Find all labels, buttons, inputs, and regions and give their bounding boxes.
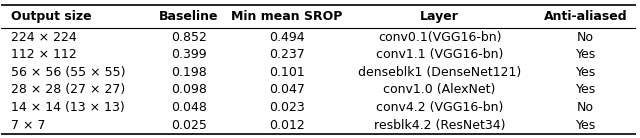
Text: Yes: Yes [575,83,596,96]
Text: Layer: Layer [420,10,459,23]
Text: resblk4.2 (ResNet34): resblk4.2 (ResNet34) [374,119,506,132]
Text: 0.237: 0.237 [269,48,305,61]
Text: 224 × 224: 224 × 224 [11,31,77,44]
Text: 0.494: 0.494 [269,31,305,44]
Text: 0.399: 0.399 [171,48,207,61]
Text: 0.023: 0.023 [269,101,305,114]
Text: Min mean SROP: Min mean SROP [232,10,343,23]
Text: 0.025: 0.025 [171,119,207,132]
Text: Baseline: Baseline [159,10,218,23]
Text: conv1.0 (AlexNet): conv1.0 (AlexNet) [383,83,496,96]
Text: 28 × 28 (27 × 27): 28 × 28 (27 × 27) [11,83,125,96]
Text: Yes: Yes [575,119,596,132]
Text: 0.098: 0.098 [171,83,207,96]
Text: conv0.1(VGG16-bn): conv0.1(VGG16-bn) [378,31,501,44]
Text: 0.047: 0.047 [269,83,305,96]
Text: 0.012: 0.012 [269,119,305,132]
Text: 0.048: 0.048 [171,101,207,114]
Text: 112 × 112: 112 × 112 [11,48,77,61]
Text: 14 × 14 (13 × 13): 14 × 14 (13 × 13) [11,101,125,114]
Text: 0.852: 0.852 [171,31,207,44]
Text: 7 × 7: 7 × 7 [11,119,45,132]
Text: conv1.1 (VGG16-bn): conv1.1 (VGG16-bn) [376,48,503,61]
Text: denseblk1 (DenseNet121): denseblk1 (DenseNet121) [358,66,521,79]
Text: 0.101: 0.101 [269,66,305,79]
Text: 56 × 56 (55 × 55): 56 × 56 (55 × 55) [11,66,125,79]
Text: Yes: Yes [575,48,596,61]
Text: Anti-aliased: Anti-aliased [544,10,627,23]
Text: conv4.2 (VGG16-bn): conv4.2 (VGG16-bn) [376,101,503,114]
Text: 0.198: 0.198 [171,66,207,79]
Text: Output size: Output size [11,10,92,23]
Text: No: No [577,101,594,114]
Text: No: No [577,31,594,44]
Text: Yes: Yes [575,66,596,79]
